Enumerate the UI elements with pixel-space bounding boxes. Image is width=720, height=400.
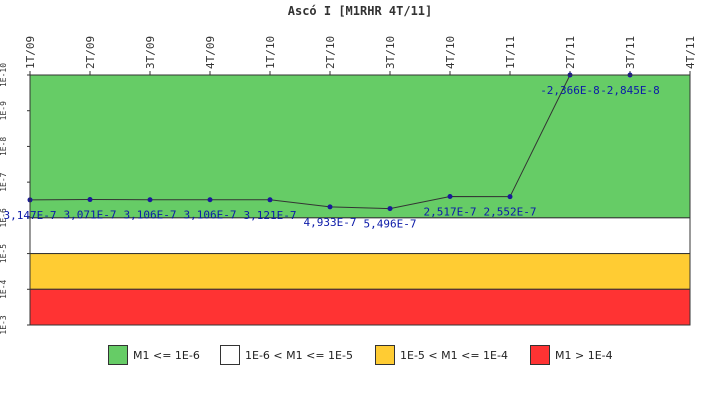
data-point bbox=[327, 204, 333, 210]
chart-title: Ascó I [M1RHR 4T/11] bbox=[288, 4, 433, 18]
legend: M1 <= 1E-6 1E-6 < M1 <= 1E-5 1E-5 < M1 <= … bbox=[0, 344, 720, 368]
data-label: 4,933E-7 bbox=[304, 216, 357, 229]
data-point bbox=[267, 197, 273, 203]
data-labels: 3,147E-7 3,071E-7 3,106E-7 3,106E-7 3,121E-7… bbox=[4, 84, 660, 231]
x-tick-label: 2T/09 bbox=[84, 36, 97, 69]
x-tick-label: 4T/09 bbox=[204, 36, 217, 69]
y-axis-ticks: 1E-10 1E-9 1E-8 1E-7 1E-6 1E-5 1E-4 1E-3 bbox=[0, 63, 30, 335]
legend-item: 1E-5 < M1 <= 1E-4 bbox=[375, 344, 508, 366]
data-label: 3,106E-7 bbox=[184, 209, 237, 222]
data-point bbox=[447, 193, 453, 199]
x-tick-label: 3T/10 bbox=[384, 36, 397, 69]
data-label: 3,106E-7 bbox=[124, 209, 177, 222]
legend-swatch bbox=[530, 345, 550, 365]
x-tick-label: 2T/10 bbox=[324, 36, 337, 69]
legend-swatch bbox=[375, 345, 395, 365]
data-label: 2,517E-7 bbox=[424, 205, 477, 218]
y-tick-label: 1E-9 bbox=[0, 101, 8, 120]
band-3 bbox=[29, 288, 691, 326]
legend-label: 1E-5 < M1 <= 1E-4 bbox=[400, 348, 508, 362]
data-label: 3,121E-7 bbox=[244, 209, 297, 222]
x-tick-label: 3T/09 bbox=[144, 36, 157, 69]
band-0 bbox=[29, 74, 691, 219]
legend-label: M1 > 1E-4 bbox=[555, 348, 613, 362]
band-2 bbox=[29, 253, 691, 290]
legend-item: 1E-6 < M1 <= 1E-5 bbox=[220, 344, 353, 366]
chart-area: Ascó I [M1RHR 4T/11] 1E-101E-91E-81E-71E… bbox=[0, 4, 697, 335]
data-label: -2,366E-8 bbox=[540, 84, 600, 97]
y-tick-label: 1E-3 bbox=[0, 315, 8, 334]
plot-border bbox=[29, 74, 691, 326]
y-tick-label: 1E-10 bbox=[0, 63, 8, 87]
legend-swatch bbox=[220, 345, 240, 365]
x-tick-label: 1T/09 bbox=[24, 36, 37, 69]
y-tick-label: 1E-4 bbox=[0, 279, 8, 298]
data-point bbox=[147, 197, 153, 203]
x-tick-label: 1T/11 bbox=[504, 36, 517, 69]
data-label: 2,552E-7 bbox=[484, 206, 537, 219]
band-1 bbox=[29, 217, 691, 255]
data-point bbox=[387, 206, 393, 212]
x-tick-label: 1T/10 bbox=[264, 36, 277, 69]
risk-bands bbox=[29, 74, 691, 326]
data-label: 5,496E-7 bbox=[364, 218, 417, 231]
y-tick-label: 1E-7 bbox=[0, 172, 8, 191]
x-tick-label: 4T/10 bbox=[444, 36, 457, 69]
data-point bbox=[87, 197, 93, 203]
y-tick-label: 1E-8 bbox=[0, 137, 8, 156]
data-label: 3,071E-7 bbox=[64, 209, 117, 222]
y-tick-label: 1E-6 bbox=[0, 208, 8, 227]
grid-lines bbox=[29, 71, 691, 75]
x-tick-label: 2T/11 bbox=[564, 36, 577, 69]
legend-item: M1 <= 1E-6 bbox=[108, 344, 200, 366]
legend-label: M1 <= 1E-6 bbox=[133, 348, 200, 362]
data-label: -2,845E-8 bbox=[600, 84, 660, 97]
data-point bbox=[207, 197, 213, 203]
x-tick-label: 4T/11 bbox=[684, 36, 697, 69]
x-axis-ticks: 1T/09 2T/09 3T/09 4T/09 1T/10 2T/10 3T/10 4T/10… bbox=[24, 36, 697, 69]
x-tick-label: 3T/11 bbox=[624, 36, 637, 69]
legend-label: 1E-6 < M1 <= 1E-5 bbox=[245, 348, 353, 362]
legend-item: M1 > 1E-4 bbox=[530, 344, 613, 366]
data-point bbox=[507, 194, 513, 200]
legend-swatch bbox=[108, 345, 128, 365]
y-tick-label: 1E-5 bbox=[0, 244, 8, 263]
